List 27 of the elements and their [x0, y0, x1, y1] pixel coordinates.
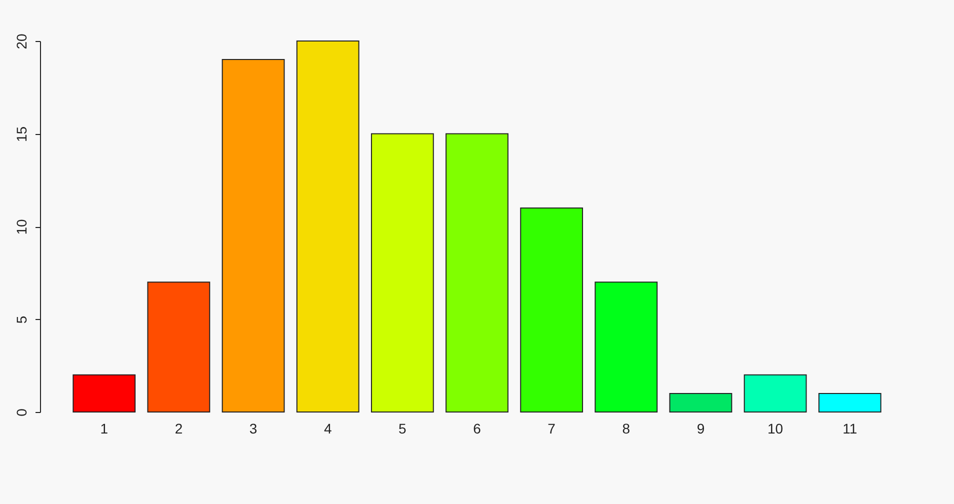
bar [818, 392, 882, 412]
x-tick-label: 11 [842, 420, 858, 436]
bar [72, 374, 136, 412]
bar [744, 374, 807, 412]
x-tick-label: 9 [696, 420, 705, 436]
y-tick-label: 5 [14, 316, 30, 324]
bar [520, 207, 584, 412]
x-tick-label: 7 [548, 420, 556, 436]
y-tick-label: 20 [14, 34, 30, 50]
y-tick-label: 15 [14, 126, 30, 142]
bar [594, 282, 658, 412]
x-tick-label: 1 [100, 420, 108, 436]
x-tick-label: 4 [324, 420, 332, 436]
x-tick-label: 2 [174, 420, 183, 436]
x-tick-label: 6 [473, 420, 482, 436]
bar [147, 282, 210, 412]
y-tick-label: 0 [14, 408, 30, 416]
x-tick-label: 10 [768, 420, 784, 436]
bar [446, 133, 508, 412]
x-tick-label: 3 [249, 420, 258, 436]
bar [370, 133, 434, 412]
x-tick-label: 5 [398, 420, 407, 436]
bar [669, 392, 732, 412]
y-tick-label: 10 [14, 219, 30, 235]
x-tick-label: 8 [622, 420, 630, 436]
bar [296, 40, 360, 412]
bar [222, 59, 285, 412]
